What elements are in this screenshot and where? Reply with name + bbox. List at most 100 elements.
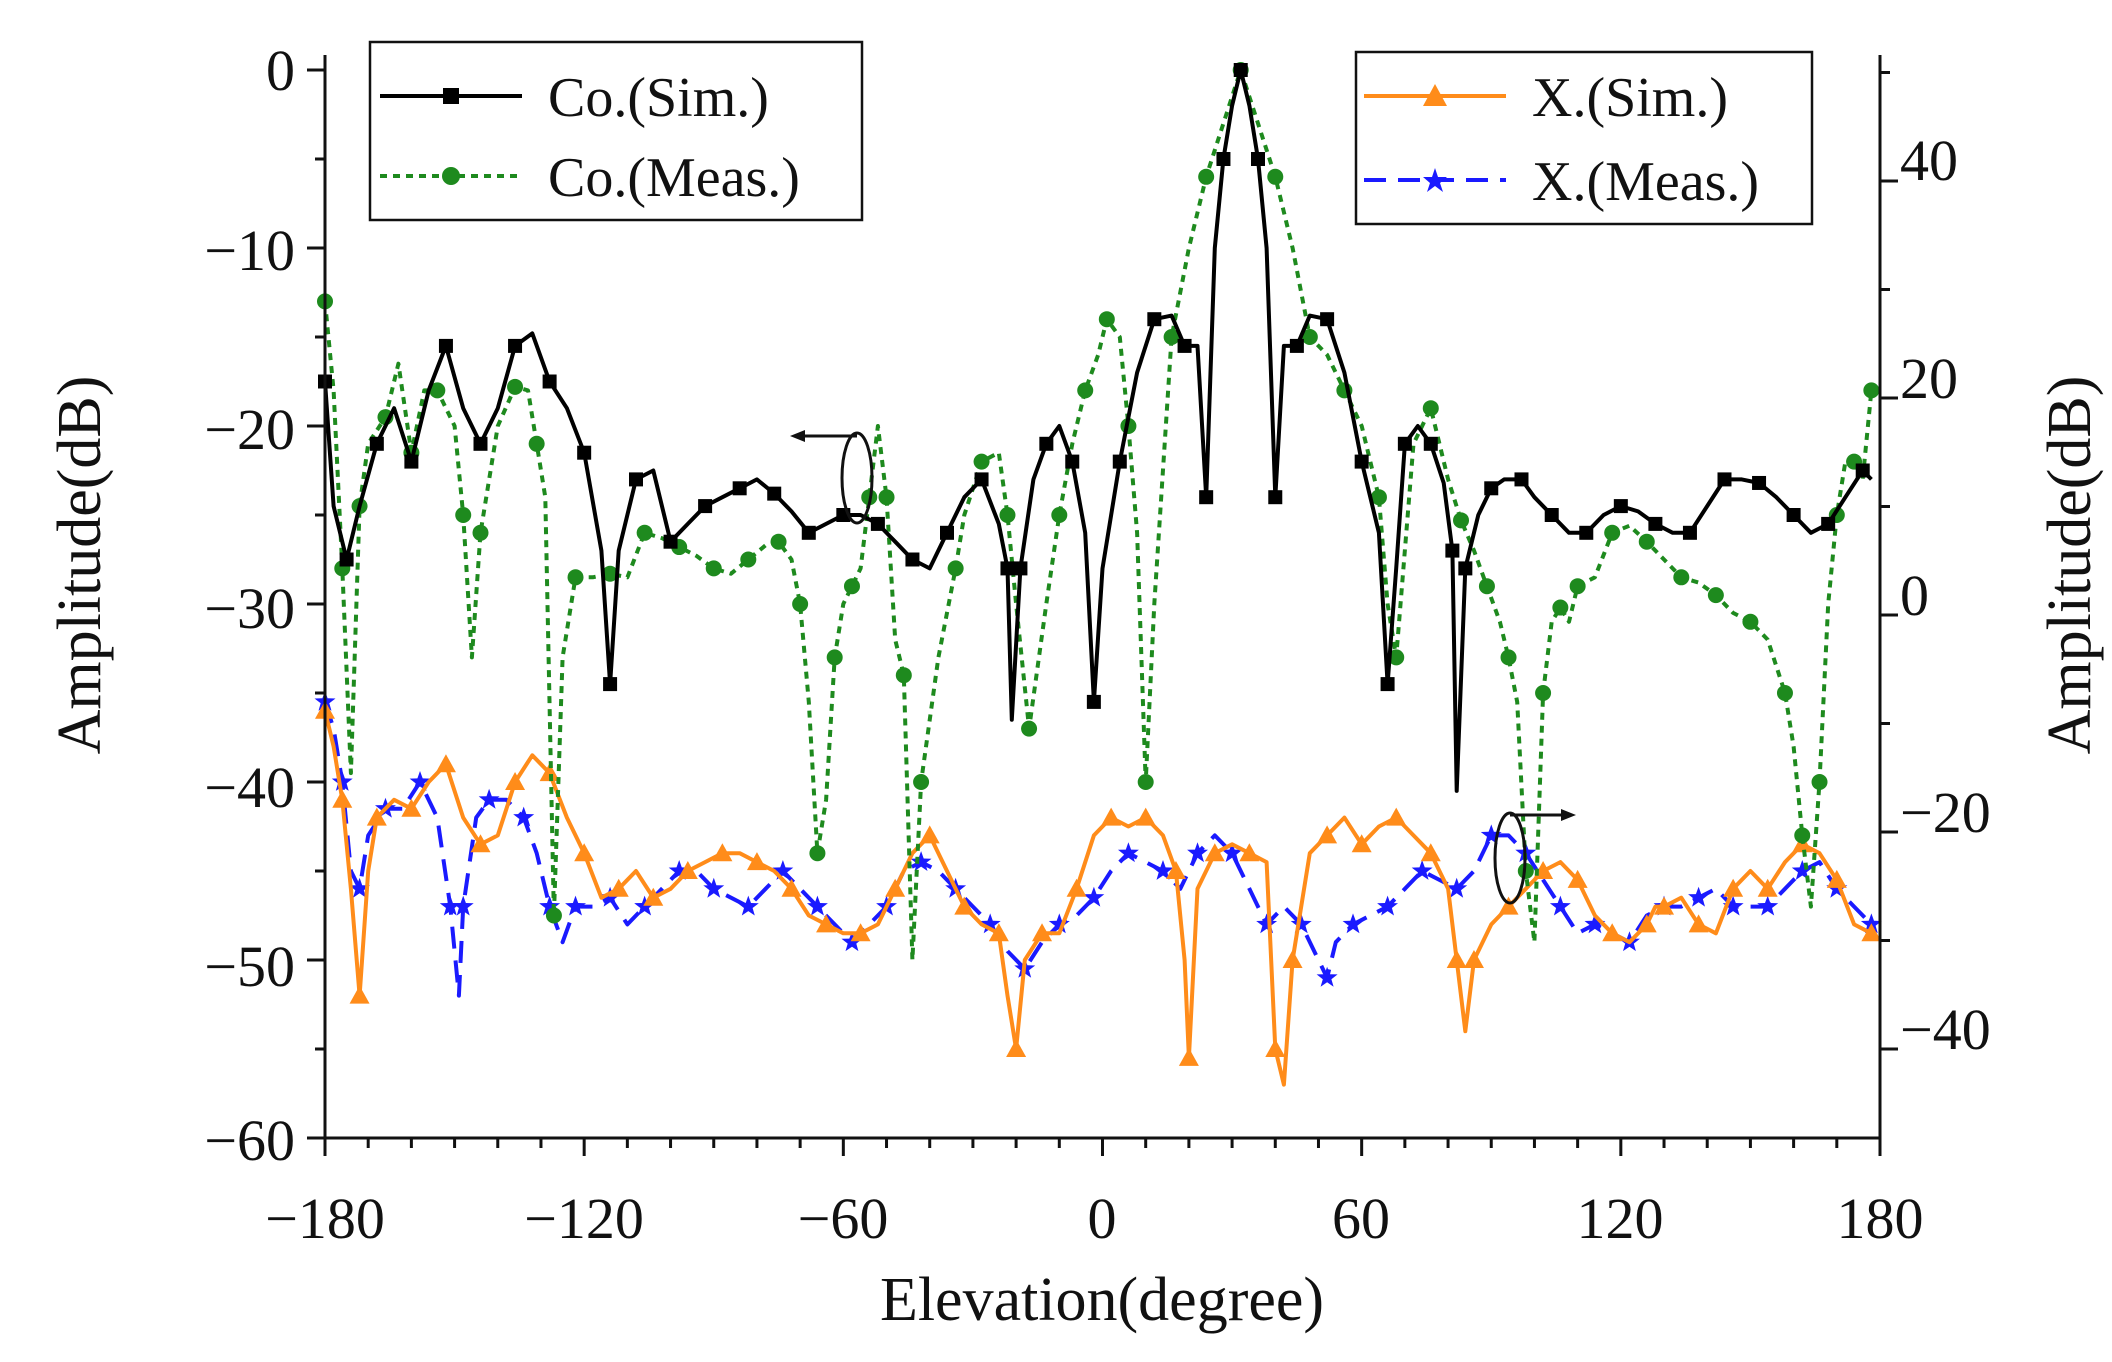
data-point-x-meas (565, 895, 586, 916)
series-line-co-sim (323, 68, 1873, 793)
data-point-co-sim (1320, 312, 1335, 327)
data-point-x-meas (1757, 895, 1779, 916)
data-point-co-meas (1707, 587, 1724, 604)
data-point-co-meas (740, 551, 757, 568)
data-point-co-sim (870, 516, 885, 531)
data-point-co-sim (1233, 63, 1248, 77)
x-tick-label: −60 (798, 1186, 889, 1251)
y-right-tick-label: −40 (1900, 997, 1991, 1062)
data-point-x-sim (1602, 923, 1623, 942)
data-point-co-sim (1613, 499, 1628, 514)
data-point-x-sim (1178, 1047, 1199, 1066)
data-point-co-meas (1267, 168, 1284, 185)
data-point-x-meas (1290, 913, 1312, 934)
data-point-co-meas (1673, 569, 1690, 586)
data-point-co-sim (1786, 508, 1801, 522)
x-tick-label: −180 (265, 1186, 385, 1251)
right-axis-indicator-arrowhead (1561, 809, 1576, 821)
data-point-x-sim (1654, 896, 1675, 915)
legend-right: X.(Sim.) X.(Meas.) (1354, 50, 1814, 226)
data-point-x-meas (979, 913, 1001, 934)
data-point-co-sim (1268, 490, 1283, 505)
data-point-co-meas (1569, 578, 1586, 595)
data-point-x-meas (1549, 895, 1571, 916)
data-point-x-sim (677, 861, 698, 879)
data-point-co-sim (603, 677, 618, 692)
data-point-co-meas (878, 489, 895, 506)
data-point-x-sim (1101, 807, 1122, 826)
y-right-tick-labels: 40 20 0 −20 −40 (1900, 128, 1991, 1062)
y-right-tick-label: 20 (1900, 346, 1958, 411)
y-left-tick-label: 0 (266, 38, 295, 103)
data-point-co-sim (1458, 561, 1473, 576)
data-point-co-meas (1776, 685, 1793, 701)
data-point-co-sim (339, 552, 354, 567)
tick-layer (307, 68, 1898, 1156)
data-point-co-sim (1484, 481, 1499, 496)
data-point-co-meas (1077, 382, 1094, 399)
data-point-co-sim (1251, 152, 1265, 166)
data-point-co-meas (1811, 774, 1828, 790)
data-point-x-sim (574, 843, 595, 862)
data-point-co-meas (602, 565, 619, 582)
data-point-co-meas (429, 382, 446, 399)
data-point-x-sim (1006, 1039, 1027, 1057)
data-point-co-sim (1112, 454, 1127, 469)
data-point-co-meas (826, 649, 843, 666)
data-point-x-sim (1066, 878, 1087, 897)
data-point-x-sim (746, 852, 767, 871)
data-point-co-sim (577, 445, 592, 460)
legend-co-sim-marker (443, 88, 459, 104)
data-point-x-meas (1187, 842, 1208, 863)
y-right-tick-label: 40 (1900, 128, 1958, 193)
data-point-co-sim (1648, 516, 1663, 531)
data-point-x-sim (1861, 923, 1882, 942)
data-point-co-sim (801, 525, 816, 540)
data-point-co-sim (732, 481, 747, 496)
legend-co-sim-label: Co.(Sim.) (548, 67, 769, 129)
data-point-x-sim (539, 763, 560, 782)
data-point-co-meas (567, 569, 584, 586)
data-point-co-meas (947, 560, 964, 577)
data-point-x-meas (439, 895, 461, 916)
data-point-co-meas (1604, 524, 1621, 541)
data-point-co-meas (1021, 720, 1038, 737)
y-left-tick-label: −30 (204, 576, 295, 641)
data-point-co-meas (809, 845, 826, 862)
data-point-x-sim (1723, 878, 1744, 897)
data-point-x-sim (1386, 807, 1407, 826)
data-point-x-meas (1316, 966, 1338, 987)
data-point-co-sim (1682, 525, 1697, 540)
data-point-x-meas (772, 860, 794, 880)
data-point-x-sim (1757, 878, 1778, 897)
data-point-co-meas (770, 533, 787, 550)
legend-x-sim-label: X.(Sim.) (1532, 67, 1728, 129)
y-left-tick-label: −40 (204, 755, 295, 820)
legend-x-sim-marker (1423, 84, 1447, 106)
data-point-co-meas (1370, 489, 1387, 506)
y-right-axis-title: Amplitude(dB) (2036, 376, 2104, 755)
x-tick-label: 0 (1088, 1186, 1117, 1251)
legend-x-meas-label: X.(Meas.) (1532, 151, 1759, 213)
data-point-x-sim (435, 754, 456, 773)
data-point-x-meas (1411, 860, 1433, 880)
y-left-axis-title: Amplitude(dB) (46, 376, 114, 755)
data-point-co-sim (1013, 561, 1028, 576)
data-point-co-sim (1752, 475, 1767, 490)
data-point-x-sim (1204, 843, 1225, 862)
data-point-co-sim (940, 525, 954, 540)
left-axis-indicator (790, 430, 874, 525)
x-tick-label: 120 (1577, 1186, 1664, 1251)
y-left-tick-label: −20 (204, 397, 295, 462)
data-point-co-meas (636, 524, 653, 541)
data-point-co-sim (1039, 436, 1054, 451)
series-co-meas (317, 62, 1880, 962)
data-point-co-meas (1198, 168, 1215, 185)
data-point-x-meas (1480, 824, 1502, 845)
data-point-co-meas (1422, 400, 1439, 417)
data-point-co-sim (1821, 516, 1836, 531)
data-point-x-meas (1048, 913, 1070, 934)
data-point-co-meas (999, 507, 1016, 523)
data-point-x-sim (1498, 896, 1519, 915)
data-point-x-sim (1636, 914, 1657, 933)
